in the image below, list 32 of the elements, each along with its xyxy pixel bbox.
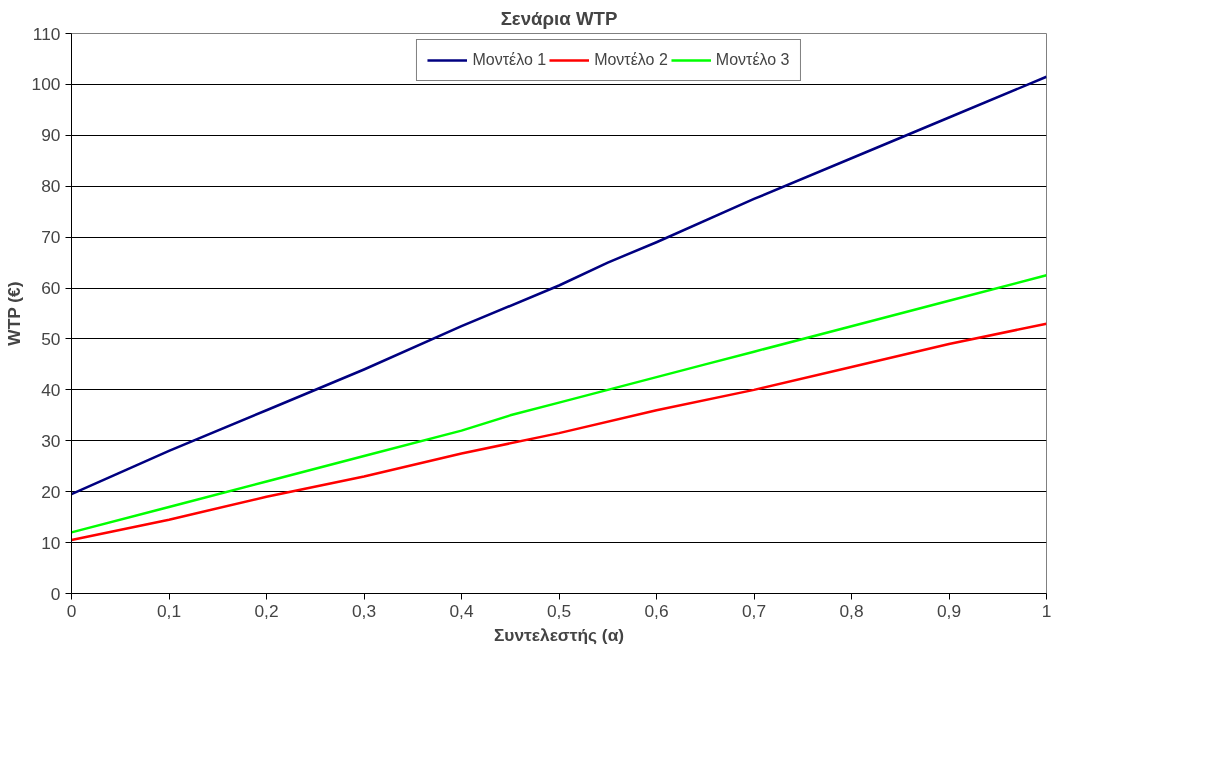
x-tick-label: 0 (66, 600, 77, 621)
line-series (71, 274, 1047, 534)
y-axis-title: WTP (€) (3, 281, 24, 346)
y-tick-label: 100 (31, 74, 61, 95)
y-tick-label: 20 (41, 481, 61, 502)
y-tick-label: 50 (41, 328, 61, 349)
x-tick-label: 0,2 (254, 600, 279, 621)
y-tick-label: 110 (32, 23, 61, 44)
chart-title: Σενάρια WTP (500, 7, 618, 29)
y-tick-label: 0 (50, 583, 61, 604)
y-tick-label: 90 (41, 125, 61, 146)
x-tick-label: 1 (1041, 600, 1052, 621)
x-tick-label: 0,6 (644, 600, 669, 621)
y-tick-label: 30 (41, 430, 61, 451)
y-tick-label: 80 (41, 176, 61, 197)
x-tick-label: 0,9 (936, 600, 962, 621)
legend-label: Μοντέλο 2 (594, 51, 668, 69)
x-tick-label: 0,3 (351, 600, 377, 621)
x-axis-title: Συντελεστής (α) (493, 624, 625, 645)
y-tick-label: 10 (41, 532, 61, 553)
x-tick-label: 0,8 (839, 600, 864, 621)
x-tick-label: 0,1 (156, 600, 182, 621)
line-series (71, 75, 1047, 496)
line-series (71, 322, 1047, 542)
y-tick-label: 60 (41, 278, 61, 299)
y-tick-label: 70 (41, 227, 61, 248)
legend-label: Μοντέλο 1 (472, 51, 547, 69)
x-tick-label: 0,7 (741, 600, 767, 621)
legend-label: Μοντέλο 3 (715, 51, 790, 69)
y-tick-label: 40 (41, 379, 61, 400)
x-tick-label: 0,5 (546, 600, 572, 621)
x-tick-label: 0,4 (449, 600, 474, 621)
